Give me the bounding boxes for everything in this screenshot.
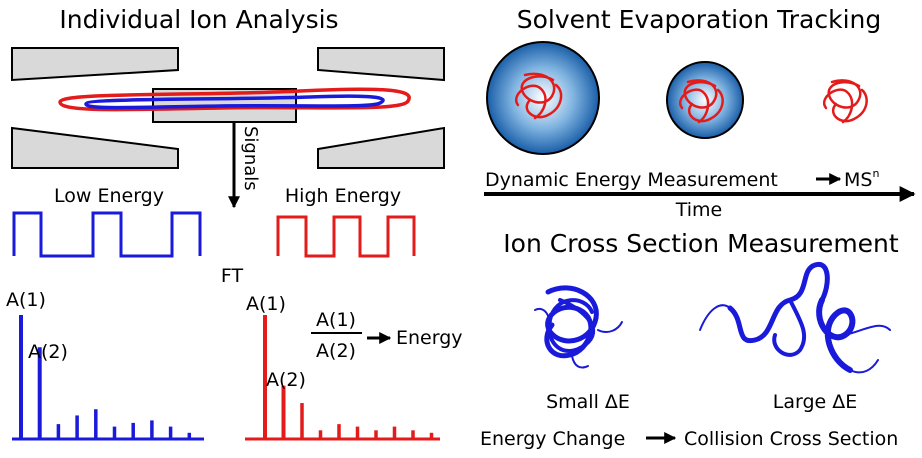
- electrode-top-left: [11, 47, 179, 82]
- low-energy-label: Low Energy: [54, 185, 164, 207]
- collision-cross-section-label: Collision Cross Section: [684, 428, 898, 450]
- msn-label: MSn: [844, 167, 879, 191]
- evaporation-panel-title: Solvent Evaporation Tracking: [517, 5, 881, 34]
- high-peak-a1-label: A(1): [246, 293, 286, 315]
- left-panel-title: Individual Ion Analysis: [59, 5, 338, 34]
- blue-ion-orbit: [84, 94, 385, 110]
- energy-change-label: Energy Change: [480, 428, 625, 450]
- signals-label: Signals: [240, 126, 261, 191]
- low-peak-a2-label: A(2): [28, 341, 68, 363]
- cross-section-panel-title: Ion Cross Section Measurement: [503, 229, 899, 258]
- dynamic-energy-measurement-label: Dynamic Energy Measurement: [485, 169, 778, 191]
- ion-trap-electrodes: [11, 47, 445, 169]
- ft-label: FT: [221, 265, 244, 287]
- extended-ion-coil: [699, 261, 891, 374]
- electrode-bottom-right: [317, 126, 445, 169]
- small-delta-e-label: Small ΔE: [546, 391, 630, 413]
- bare-ion: [822, 79, 868, 124]
- electrode-top-right: [317, 47, 445, 82]
- large-droplet: [486, 41, 600, 155]
- low-energy-signal-wave: [12, 211, 202, 258]
- low-peak-a1-label: A(1): [6, 289, 46, 311]
- red-ion-orbit: [58, 87, 411, 112]
- low-energy-spectrum-peaks: [19, 315, 192, 439]
- high-energy-spectrum-peaks: [263, 315, 434, 439]
- compact-ion-coil: [534, 285, 623, 369]
- ratio-denominator: A(2): [316, 340, 356, 362]
- high-peak-a2-label: A(2): [266, 369, 306, 391]
- high-energy-label: High Energy: [285, 185, 401, 207]
- time-label: Time: [675, 199, 723, 221]
- medium-droplet: [666, 61, 744, 139]
- electrode-bottom-left: [11, 126, 179, 169]
- high-energy-signal-wave: [276, 215, 416, 258]
- ratio-numerator: A(1): [316, 309, 356, 331]
- ratio-result-energy: Energy: [396, 327, 463, 349]
- ion-in-medium-droplet: [678, 79, 724, 124]
- large-delta-e-label: Large ΔE: [773, 391, 858, 413]
- ion-in-large-droplet: [514, 72, 563, 120]
